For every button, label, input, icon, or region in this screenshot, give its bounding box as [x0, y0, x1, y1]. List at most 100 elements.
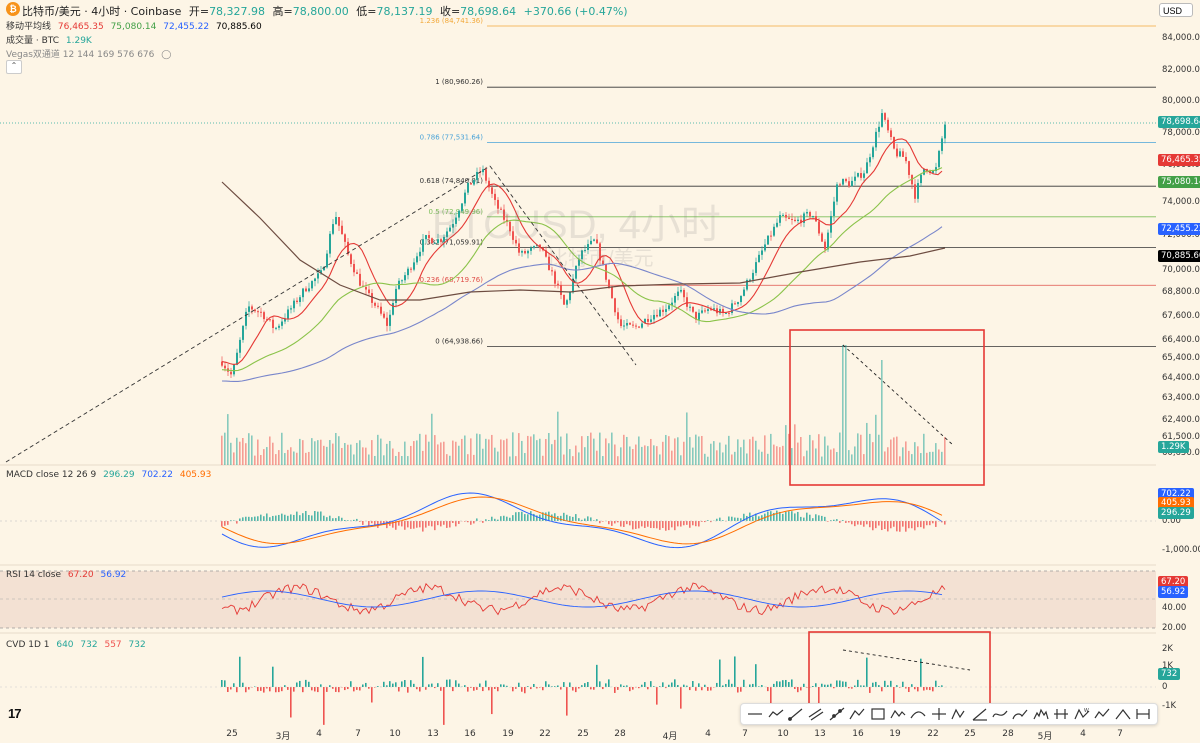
- pattern-icon[interactable]: [1010, 705, 1030, 723]
- crosshair-icon[interactable]: [929, 705, 949, 723]
- measure-icon[interactable]: [1133, 705, 1153, 723]
- volume-legend[interactable]: 成交量 · BTC 1.29K: [6, 36, 92, 46]
- cvd-legend[interactable]: CVD 1D 1 640 732 557 732: [6, 640, 146, 650]
- macd-histogram-bar: [890, 521, 892, 529]
- candle-body: [788, 217, 790, 219]
- cvd-bar: [680, 687, 682, 709]
- macd-histogram-bar: [347, 520, 349, 521]
- candle-body: [503, 209, 505, 220]
- macd-histogram-bar: [770, 511, 772, 521]
- macd-histogram-bar: [398, 521, 400, 526]
- volume-bar: [254, 455, 256, 465]
- macd-histogram-bar: [836, 519, 838, 521]
- extended-line-icon[interactable]: [827, 705, 847, 723]
- rectangle-icon[interactable]: [867, 705, 887, 723]
- price-axis-tick: 63,400.00: [1162, 393, 1200, 403]
- volume-bar: [893, 437, 895, 465]
- candle-body: [416, 256, 418, 263]
- xabcd-icon[interactable]: W: [1072, 705, 1092, 723]
- cvd-bar: [221, 680, 223, 687]
- volume-bar: [743, 439, 745, 465]
- candle-body: [461, 203, 463, 211]
- cvd-bar: [788, 682, 790, 687]
- candle-body: [386, 317, 388, 326]
- time-axis-tick: 4: [316, 729, 322, 739]
- trend-path-icon[interactable]: [765, 705, 785, 723]
- projection-icon[interactable]: [1112, 705, 1132, 723]
- macd-histogram-bar: [269, 517, 271, 521]
- vegas-legend[interactable]: Vegas双通道 12 144 169 576 676 ◯: [6, 50, 172, 60]
- cvd-bar: [602, 687, 604, 690]
- tradingview-logo-icon[interactable]: 17: [8, 706, 22, 721]
- volume-bar: [557, 411, 559, 465]
- time-axis-tick: 28: [614, 729, 626, 739]
- volume-bar: [473, 454, 475, 465]
- cvd-bar: [803, 683, 805, 687]
- eye-hidden-icon[interactable]: ◯: [161, 50, 172, 60]
- parallel-channel-icon[interactable]: [806, 705, 826, 723]
- cvd-axis-tick: 1K: [1162, 661, 1173, 671]
- candle-body: [638, 326, 640, 328]
- cvd-bar: [749, 684, 751, 687]
- candle-body: [407, 268, 409, 276]
- cvd-bar: [365, 682, 367, 687]
- candle-body: [812, 216, 814, 218]
- elliott-icon[interactable]: [1031, 705, 1051, 723]
- brush-icon[interactable]: [990, 705, 1010, 723]
- gann-icon[interactable]: [1051, 705, 1071, 723]
- cvd-bar: [239, 656, 241, 687]
- polyline-icon[interactable]: [888, 705, 908, 723]
- collapse-legend-button[interactable]: ⌃: [6, 60, 22, 74]
- macd-histogram-bar: [818, 515, 820, 521]
- cvd-bar: [314, 687, 316, 692]
- volume-bar: [491, 434, 493, 465]
- cvd-bar: [824, 684, 826, 687]
- macd-histogram-bar: [674, 521, 676, 531]
- ray-icon[interactable]: [786, 705, 806, 723]
- symbol-title[interactable]: 比特币/美元 · 4小时 · Coinbase: [22, 5, 182, 18]
- macd-histogram-bar: [488, 520, 490, 521]
- cvd-bar: [584, 683, 586, 687]
- currency-button[interactable]: USD: [1159, 3, 1193, 17]
- path-icon[interactable]: [969, 705, 989, 723]
- candle-body: [776, 222, 778, 227]
- macd-legend[interactable]: MACD close 12 26 9 296.29 702.22 405.93: [6, 470, 212, 480]
- candle-body: [695, 311, 697, 320]
- volume-bar: [782, 445, 784, 465]
- macd-histogram-bar: [572, 516, 574, 521]
- candle-body: [464, 192, 466, 204]
- candle-body: [800, 219, 802, 223]
- volume-bar: [344, 443, 346, 465]
- macd-histogram-bar: [821, 515, 823, 521]
- candle-body: [422, 239, 424, 252]
- cvd-bar: [599, 681, 601, 687]
- rsi-tag: 67.20: [1158, 576, 1189, 588]
- macd-histogram-bar: [728, 516, 730, 521]
- candle-body: [755, 262, 757, 273]
- price-tag: 75,080.14: [1158, 176, 1200, 188]
- volume-bar: [749, 439, 751, 465]
- volume-bar: [932, 451, 934, 465]
- horizontal-line-icon[interactable]: [745, 705, 765, 723]
- volume-bar: [875, 414, 877, 465]
- macd-histogram-bar: [311, 515, 313, 521]
- volume-bar: [701, 435, 703, 465]
- cvd-bar: [578, 687, 580, 689]
- volume-bar: [848, 450, 850, 465]
- time-axis-tick: 22: [539, 729, 551, 739]
- ma-legend[interactable]: 移动平均线 76,465.35 75,080.14 72,455.22 70,8…: [6, 22, 262, 32]
- macd-histogram-bar: [704, 521, 706, 523]
- pitchfork-icon[interactable]: [847, 705, 867, 723]
- volume-bar: [515, 456, 517, 465]
- cvd-bar: [761, 685, 763, 687]
- macd-histogram-bar: [734, 517, 736, 521]
- macd-histogram-bar: [671, 521, 673, 528]
- abcd-icon[interactable]: [1092, 705, 1112, 723]
- cvd-bar: [860, 685, 862, 687]
- price-axis-tick: 60,650.00: [1162, 448, 1200, 458]
- fib-icon[interactable]: [949, 705, 969, 723]
- curve-icon[interactable]: [908, 705, 928, 723]
- rsi-legend[interactable]: RSI 14 close 67.20 56.92: [6, 570, 127, 580]
- cvd-bar: [272, 666, 274, 687]
